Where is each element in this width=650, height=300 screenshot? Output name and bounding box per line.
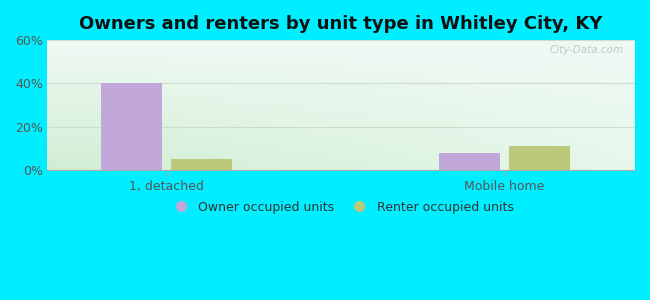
Bar (509, 146, 569, 170)
Bar (101, 83, 162, 170)
Legend: Owner occupied units, Renter occupied units: Owner occupied units, Renter occupied un… (163, 196, 519, 219)
Bar (171, 159, 232, 170)
Text: City-Data.com: City-Data.com (549, 45, 623, 55)
Bar (439, 153, 500, 170)
Title: Owners and renters by unit type in Whitley City, KY: Owners and renters by unit type in Whitl… (79, 15, 603, 33)
